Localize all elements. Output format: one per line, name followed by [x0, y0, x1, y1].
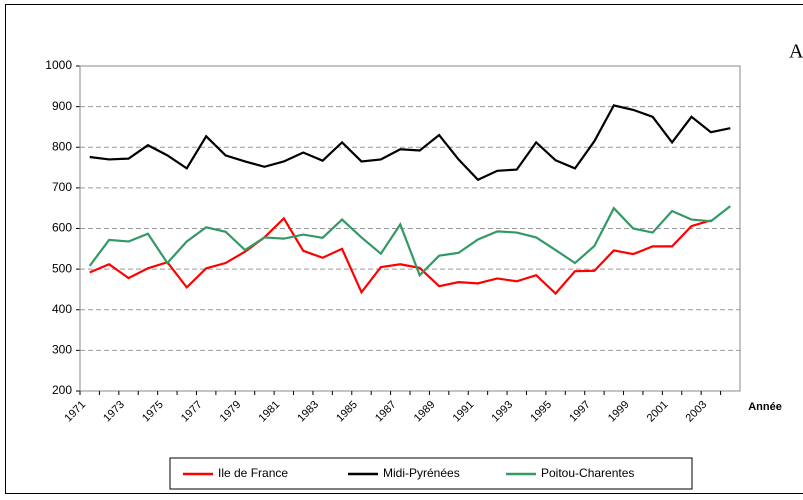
legend-label: Poitou-Charentes	[541, 466, 634, 480]
y-tick-label: 1000	[45, 58, 72, 72]
y-tick-label: 500	[52, 261, 72, 275]
annotation: A	[789, 41, 803, 63]
y-tick-label: 900	[52, 99, 72, 113]
y-tick-label: 700	[52, 180, 72, 194]
x-axis-label: Année	[748, 401, 782, 413]
y-tick-label: 300	[52, 343, 72, 357]
y-tick-label: 600	[52, 221, 72, 235]
y-tick-label: 800	[52, 139, 72, 153]
frame	[6, 5, 803, 494]
legend-label: Ile de France	[218, 466, 288, 480]
y-tick-label: 200	[52, 383, 72, 397]
y-tick-label: 400	[52, 302, 72, 316]
legend-label: Midi-Pyrénées	[383, 466, 460, 480]
